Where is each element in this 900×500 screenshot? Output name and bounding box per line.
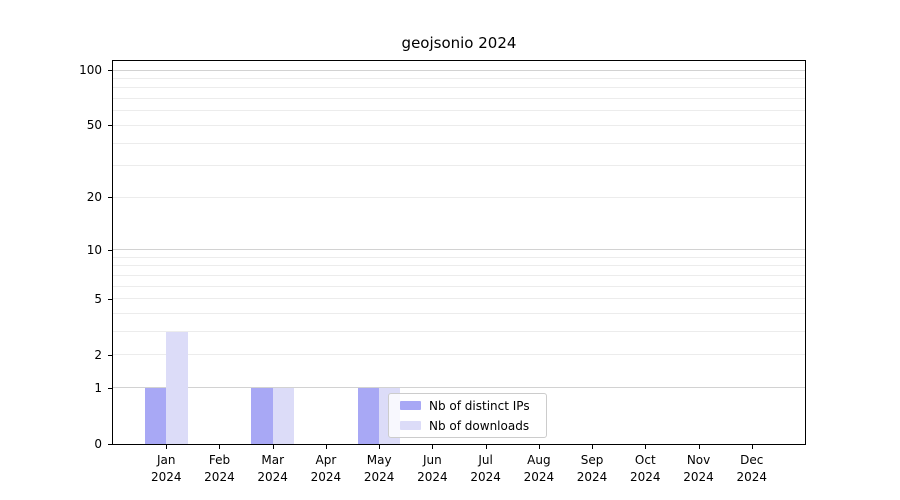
y-tick-mark — [108, 70, 112, 72]
chart-title: geojsonio 2024 — [401, 34, 517, 52]
bar-nb-of-distinct-ips — [144, 387, 167, 444]
y-tick-mark — [108, 387, 112, 389]
bar-nb-of-downloads — [166, 331, 188, 444]
x-tick-mark — [272, 445, 274, 449]
y-gridline-minor — [113, 165, 805, 167]
legend-swatch-downloads-icon — [400, 421, 421, 430]
x-tick-label: Feb 2024 — [204, 453, 235, 484]
x-tick-mark — [698, 445, 700, 449]
y-gridline-minor — [113, 87, 805, 89]
x-tick-label: Mar 2024 — [257, 453, 288, 484]
y-tick-mark — [108, 298, 112, 300]
legend: Nb of distinct IPs Nb of downloads — [388, 393, 547, 438]
y-gridline-minor — [113, 265, 805, 267]
y-gridline-minor — [113, 142, 805, 144]
y-gridline-minor — [113, 196, 805, 198]
y-tick-label: 100 — [79, 63, 102, 78]
legend-item-downloads: Nb of downloads — [400, 417, 546, 434]
x-tick-label: Nov 2024 — [683, 453, 714, 484]
legend-swatch-distinct-ips-icon — [400, 401, 421, 410]
x-tick-label: May 2024 — [363, 453, 395, 484]
y-tick-label: 0 — [94, 437, 102, 451]
y-gridline-minor — [113, 98, 805, 100]
x-tick-mark — [166, 445, 168, 449]
plot-area — [112, 60, 806, 445]
y-tick-mark — [108, 444, 112, 445]
x-tick-mark — [485, 445, 487, 449]
y-tick-mark — [108, 249, 112, 251]
bar-nb-of-downloads — [272, 387, 294, 444]
x-tick-mark — [645, 445, 647, 449]
y-tick-label: 1 — [94, 380, 102, 395]
y-tick-label: 2 — [94, 347, 102, 362]
legend-item-distinct-ips: Nb of distinct IPs — [400, 397, 546, 414]
y-gridline-minor — [113, 275, 805, 277]
x-tick-mark — [432, 445, 434, 449]
y-gridline-minor — [113, 256, 805, 258]
y-gridline-minor — [113, 354, 805, 356]
y-gridline-major — [113, 387, 805, 389]
x-tick-label: Apr 2024 — [310, 453, 342, 484]
y-gridline-minor — [113, 285, 805, 287]
legend-label-distinct-ips: Nb of distinct IPs — [429, 398, 530, 413]
x-tick-label: Aug 2024 — [523, 453, 555, 484]
y-gridline-minor — [113, 124, 805, 126]
bar-nb-of-distinct-ips — [357, 387, 380, 444]
x-tick-mark — [379, 445, 381, 449]
x-tick-label: Dec 2024 — [736, 453, 768, 484]
y-gridline-minor — [113, 78, 805, 80]
y-gridline-minor — [113, 313, 805, 315]
y-tick-mark — [108, 354, 112, 356]
x-tick-mark — [751, 445, 753, 449]
x-tick-label: Jun 2024 — [417, 453, 448, 484]
x-tick-mark — [538, 445, 540, 449]
bar-nb-of-distinct-ips — [251, 387, 273, 444]
y-tick-mark — [108, 125, 112, 127]
y-tick-label: 20 — [86, 190, 102, 205]
y-tick-label: 50 — [86, 118, 102, 133]
y-gridline-minor — [113, 298, 805, 300]
x-tick-mark — [219, 445, 221, 449]
x-tick-label: Oct 2024 — [630, 453, 661, 484]
y-tick-label: 5 — [94, 291, 102, 306]
x-tick-label: Jan 2024 — [150, 453, 182, 484]
y-gridline-major — [113, 69, 805, 71]
x-tick-mark — [592, 445, 594, 449]
y-tick-label: 10 — [86, 242, 102, 257]
y-gridline-minor — [113, 110, 805, 112]
y-gridline-major — [113, 249, 805, 251]
y-tick-mark — [108, 197, 112, 199]
x-tick-label: Sep 2024 — [576, 453, 608, 484]
x-tick-label: Jul 2024 — [470, 453, 501, 484]
y-gridline-minor — [113, 331, 805, 333]
legend-label-downloads: Nb of downloads — [429, 418, 530, 433]
x-tick-mark — [325, 445, 327, 449]
